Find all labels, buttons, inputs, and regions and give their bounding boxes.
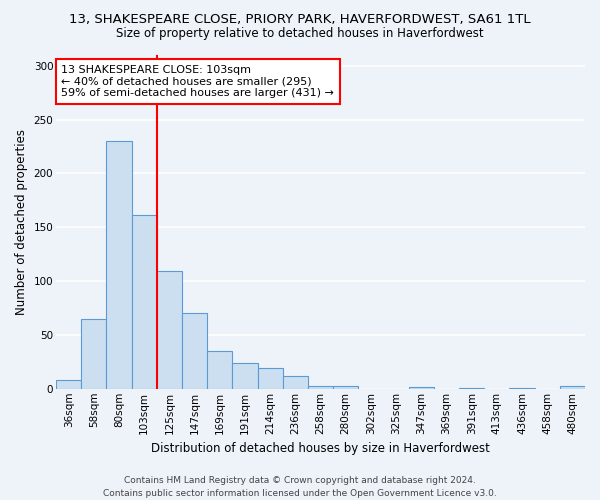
Text: Contains HM Land Registry data © Crown copyright and database right 2024.
Contai: Contains HM Land Registry data © Crown c… <box>103 476 497 498</box>
Bar <box>207 351 232 389</box>
Text: 13, SHAKESPEARE CLOSE, PRIORY PARK, HAVERFORDWEST, SA61 1TL: 13, SHAKESPEARE CLOSE, PRIORY PARK, HAVE… <box>69 12 531 26</box>
Bar <box>131 216 157 389</box>
Bar <box>157 272 182 389</box>
Bar <box>257 368 283 389</box>
Text: Size of property relative to detached houses in Haverfordwest: Size of property relative to detached ho… <box>116 28 484 40</box>
Bar <box>459 388 484 389</box>
Bar <box>232 363 257 389</box>
Text: 13 SHAKESPEARE CLOSE: 103sqm
← 40% of detached houses are smaller (295)
59% of s: 13 SHAKESPEARE CLOSE: 103sqm ← 40% of de… <box>61 65 334 98</box>
Bar <box>509 388 535 389</box>
Y-axis label: Number of detached properties: Number of detached properties <box>15 129 28 315</box>
Bar <box>333 386 358 389</box>
Bar <box>308 386 333 389</box>
Bar <box>283 376 308 389</box>
Bar <box>81 319 106 389</box>
Bar <box>409 386 434 389</box>
Bar <box>56 380 81 389</box>
Bar <box>182 314 207 389</box>
Bar <box>560 386 585 389</box>
X-axis label: Distribution of detached houses by size in Haverfordwest: Distribution of detached houses by size … <box>151 442 490 455</box>
Bar <box>106 141 131 389</box>
